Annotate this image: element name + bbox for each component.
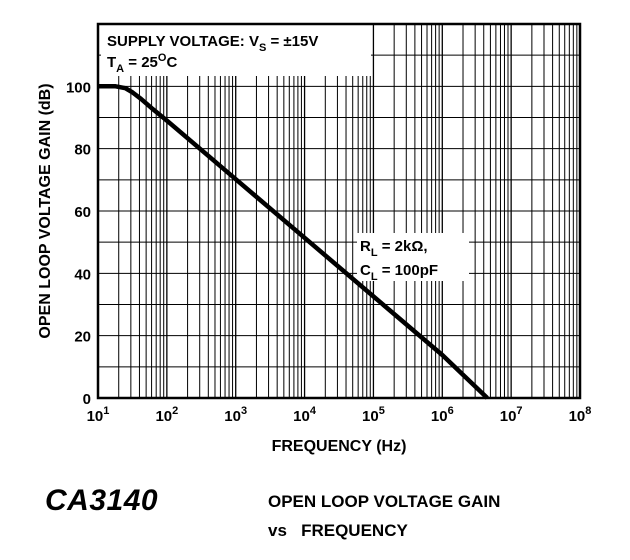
load-annotation: RL = 2kΩ, CL = 100pF [357, 233, 469, 283]
conditions-annotation-bg [101, 24, 371, 76]
grid-lines [98, 24, 580, 398]
gain-vs-frequency-chart: 101 102 103 104 105 106 107 108 0 20 40 60 80 100 SUP… [37, 22, 591, 455]
y-axis-title: OPEN LOOP VOLTAGE GAIN (dB) [37, 83, 54, 338]
load-resistance-label: RL = 2kΩ, [360, 238, 428, 259]
x-tick-label: 107 [500, 405, 523, 425]
series-lines [98, 84, 489, 400]
load-annotation-bg [357, 233, 469, 281]
x-tick-label: 103 [224, 405, 247, 425]
x-tick-label: 108 [569, 405, 592, 425]
caption-title-line-1: OPEN LOOP VOLTAGE GAIN [268, 492, 501, 511]
y-tick-label: 0 [83, 391, 91, 408]
figure-caption: OPEN LOOP VOLTAGE GAIN vs FREQUENCY [268, 487, 500, 545]
gain-curve [98, 84, 489, 400]
x-tick-label: 104 [293, 405, 317, 425]
conditions-annotation: SUPPLY VOLTAGE: VS = ±15V TA = 25OC [101, 24, 371, 76]
caption-title-line-2: vs FREQUENCY [268, 521, 408, 540]
y-tick-label: 60 [74, 204, 91, 221]
supply-voltage-label: SUPPLY VOLTAGE: VS = ±15V [107, 33, 318, 54]
y-tick-label: 20 [74, 329, 91, 346]
part-number: CA3140 [45, 484, 159, 517]
plot-frame [96, 22, 582, 400]
y-tick-label: 100 [66, 79, 91, 96]
ambient-temperature-label: TA = 25OC [107, 52, 177, 75]
y-tick-label: 80 [74, 142, 91, 159]
x-tick-label: 102 [155, 405, 178, 425]
x-tick-label: 106 [431, 405, 454, 425]
load-capacitance-label: CL = 100pF [360, 262, 438, 283]
x-tick-label: 101 [87, 405, 110, 425]
x-tick-label: 105 [362, 405, 385, 425]
x-axis-title: FREQUENCY (Hz) [272, 438, 407, 455]
tick-labels: 101 102 103 104 105 106 107 108 0 20 40 60 80 100 [66, 79, 591, 425]
y-tick-label: 40 [74, 266, 91, 283]
